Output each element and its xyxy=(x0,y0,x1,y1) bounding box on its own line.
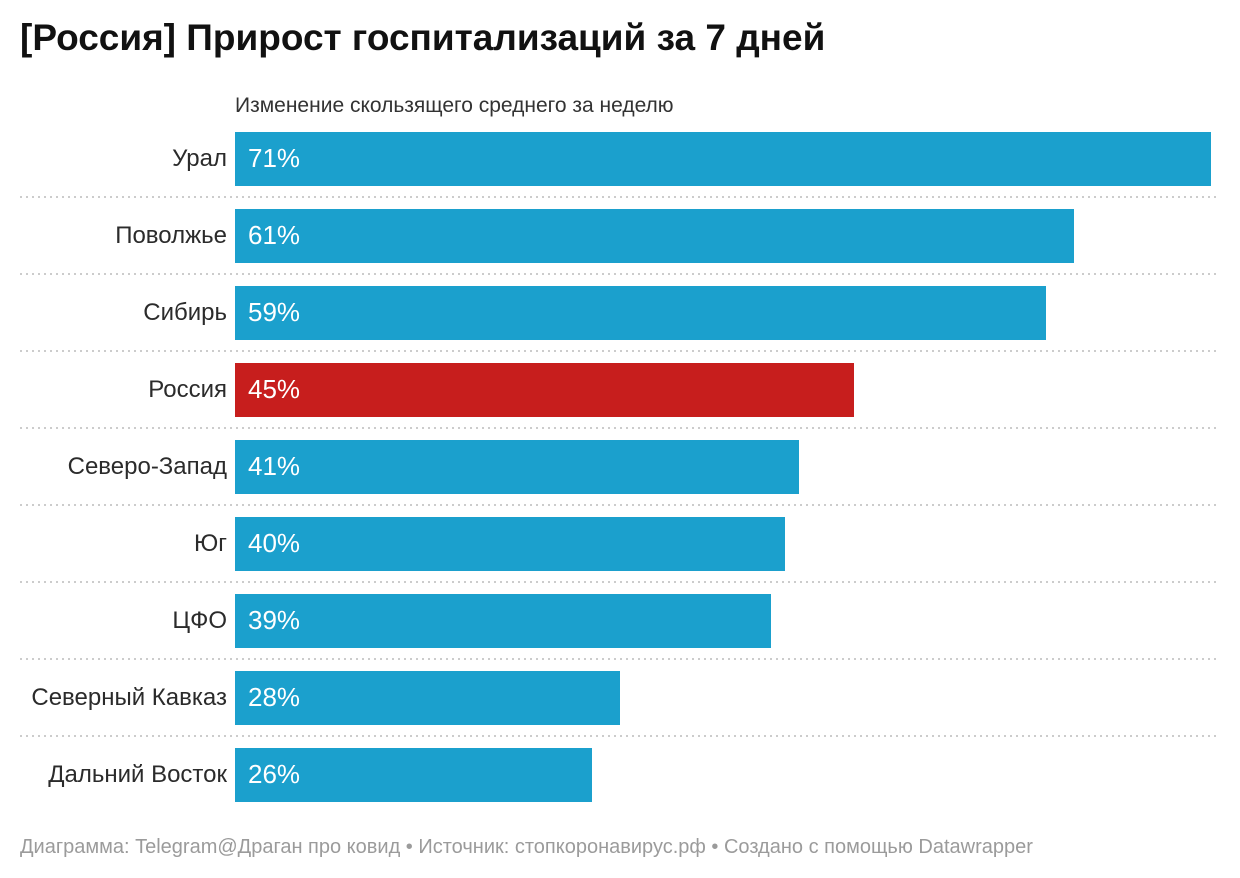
bar-area: 41% xyxy=(235,439,1220,494)
bar: 45% xyxy=(235,362,854,417)
category-label: Юг xyxy=(194,529,227,557)
row-separator xyxy=(20,427,1220,429)
bar-row: Поволжье 61% xyxy=(20,198,1220,273)
bar: 28% xyxy=(235,670,620,725)
bar-row: ЦФО 39% xyxy=(20,583,1220,658)
bar-row: Северный Кавказ 28% xyxy=(20,660,1220,735)
category-label: ЦФО xyxy=(172,606,227,634)
chart-title: [Россия] Прирост госпитализаций за 7 дне… xyxy=(20,17,826,58)
value-label: 39% xyxy=(248,605,301,635)
bar-rows: Урал 71% Поволжье 61% Сибирь 59% Россия 45% Севе… xyxy=(20,121,1220,812)
category-label: Северный Кавказ xyxy=(31,683,227,711)
bar-row: Сибирь 59% xyxy=(20,275,1220,350)
value-label: 41% xyxy=(248,451,301,481)
bar: 61% xyxy=(235,208,1074,263)
bar-area: 40% xyxy=(235,516,1220,571)
value-label: 61% xyxy=(248,220,301,250)
category-label: Поволжье xyxy=(115,221,227,249)
row-separator xyxy=(20,658,1220,660)
row-separator xyxy=(20,504,1220,506)
bar-area: 59% xyxy=(235,285,1220,340)
bar: 39% xyxy=(235,593,772,648)
bar-row: Северо-Запад 41% xyxy=(20,429,1220,504)
bar-area: 28% xyxy=(235,670,1220,725)
bar-area: 45% xyxy=(235,362,1220,417)
category-label: Россия xyxy=(148,375,227,403)
bar-area: 26% xyxy=(235,747,1220,802)
chart-subtitle: Изменение скользящего среднего за неделю xyxy=(235,94,674,117)
category-label: Дальний Восток xyxy=(48,760,227,788)
value-label: 28% xyxy=(248,682,301,712)
value-label: 40% xyxy=(248,528,301,558)
bar: 71% xyxy=(235,131,1211,186)
bar: 59% xyxy=(235,285,1047,340)
value-label: 71% xyxy=(248,143,301,173)
row-separator xyxy=(20,196,1220,198)
bar: 41% xyxy=(235,439,799,494)
bar-row: Дальний Восток 26% xyxy=(20,737,1220,812)
row-separator xyxy=(20,273,1220,275)
bar-row: Юг 40% xyxy=(20,506,1220,581)
category-label: Сибирь xyxy=(143,298,227,326)
bar-chart: Урал 71% Поволжье 61% Сибирь 59% Россия 45% Севе… xyxy=(20,121,1220,812)
bar-area: 39% xyxy=(235,593,1220,648)
bar: 40% xyxy=(235,516,785,571)
category-label: Северо-Запад xyxy=(67,452,227,480)
row-separator xyxy=(20,735,1220,737)
row-separator xyxy=(20,350,1220,352)
bar-area: 61% xyxy=(235,208,1220,263)
bar-row: Урал 71% xyxy=(20,121,1220,196)
bar: 26% xyxy=(235,747,593,802)
value-label: 45% xyxy=(248,374,301,404)
chart-footer-credits: Диаграмма: Telegram@Драган про ковид • И… xyxy=(20,836,1033,858)
category-label: Урал xyxy=(172,144,227,172)
value-label: 59% xyxy=(248,297,301,327)
value-label: 26% xyxy=(248,759,301,789)
bar-row: Россия 45% xyxy=(20,352,1220,427)
bar-area: 71% xyxy=(235,131,1220,186)
row-separator xyxy=(20,581,1220,583)
